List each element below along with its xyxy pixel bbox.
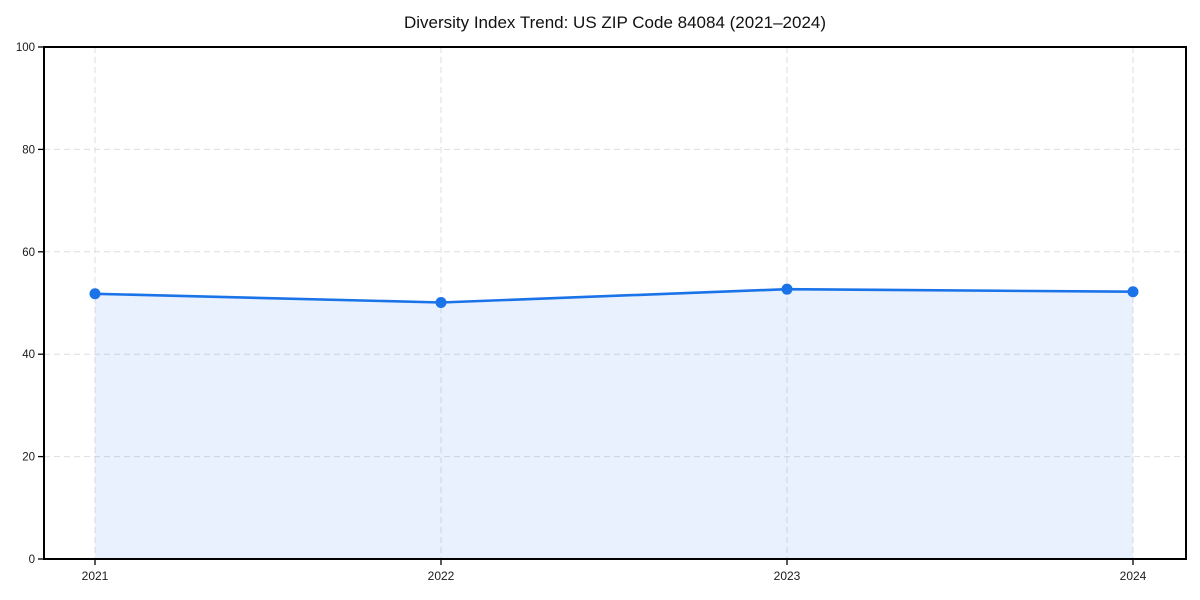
x-axis-tick-label: 2021 [82, 569, 109, 583]
plot-border [43, 46, 1187, 560]
x-axis-tick-label: 2023 [774, 569, 801, 583]
y-axis-tick-label: 60 [22, 247, 35, 259]
y-axis-tick-label: 0 [29, 554, 35, 566]
data-point-marker [435, 296, 447, 308]
y-axis-tick-label: 80 [22, 144, 35, 156]
y-axis-tick-label: 40 [22, 349, 35, 361]
x-axis-tick-label: 2022 [428, 569, 455, 583]
y-axis-tick-label: 20 [22, 452, 35, 464]
x-axis-tick-label: 2024 [1120, 569, 1147, 583]
area-fill [95, 289, 1133, 559]
y-axis-tick-label: 100 [16, 42, 35, 54]
data-point-marker [781, 283, 793, 295]
data-point-marker [1127, 286, 1139, 298]
trend-line [93, 287, 1135, 304]
data-point-marker [89, 288, 101, 300]
chart-title: Diversity Index Trend: US ZIP Code 84084… [403, 13, 827, 32]
